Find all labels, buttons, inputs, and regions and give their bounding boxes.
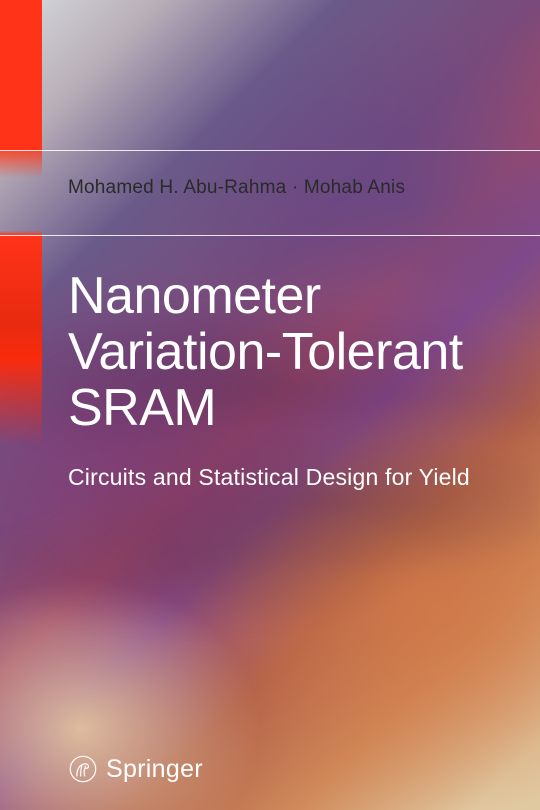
title-line-1: Nanometer [68, 267, 321, 325]
authors-line: Mohamed H. Abu-Rahma · Mohab Anis [68, 177, 510, 199]
accent-left-bar [0, 0, 42, 810]
rule-line-mid [0, 235, 540, 236]
book-subtitle: Circuits and Statistical Design for Yiel… [68, 464, 510, 491]
title-line-3: SRAM [68, 379, 216, 437]
springer-horse-icon [68, 754, 98, 784]
book-title: Nanometer Variation-Tolerant SRAM [68, 268, 515, 436]
publisher-name: Springer [106, 755, 203, 784]
publisher-block: Springer [68, 754, 203, 784]
title-line-2: Variation-Tolerant [68, 323, 463, 381]
rule-line-top [0, 150, 540, 151]
book-cover: Mohamed H. Abu-Rahma · Mohab Anis Nanome… [0, 0, 540, 810]
